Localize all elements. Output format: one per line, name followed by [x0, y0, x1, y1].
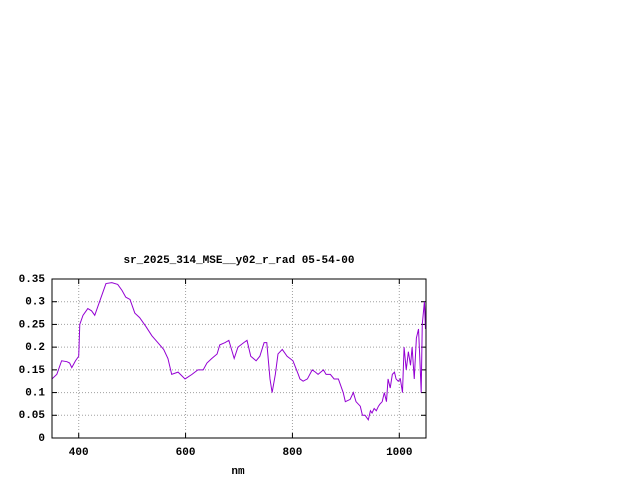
x-tick-label: 400	[69, 447, 89, 459]
data-line	[51, 282, 427, 422]
x-axis-label: nm	[231, 466, 245, 478]
y-tick-label: 0.1	[25, 387, 45, 399]
y-tick-label: 0.15	[19, 365, 46, 377]
x-tick-label: 800	[283, 447, 303, 459]
y-tick-label: 0.2	[25, 342, 45, 354]
chart-title: sr_2025_314_MSE__y02_r_rad 05-54-00	[123, 255, 354, 267]
y-tick-label: 0.25	[19, 319, 46, 331]
y-tick-label: 0.3	[25, 297, 45, 309]
x-tick-label: 600	[176, 447, 196, 459]
y-tick-label: 0.05	[19, 410, 46, 422]
y-tick-label: 0.35	[19, 274, 46, 286]
x-tick-label: 1000	[386, 447, 412, 459]
y-tick-label: 0	[38, 433, 45, 445]
plot-border	[51, 278, 427, 439]
